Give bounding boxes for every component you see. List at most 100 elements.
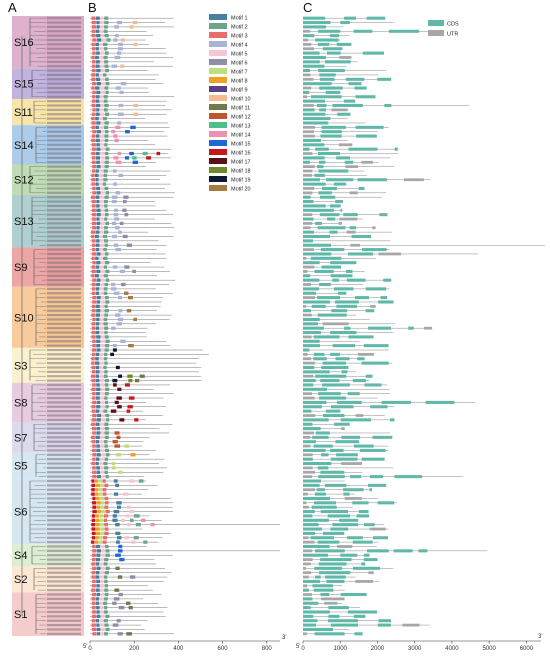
- cds-box: [344, 160, 354, 164]
- motif-box: [128, 479, 135, 483]
- motif-box: [92, 38, 97, 42]
- motif-legend-swatch: [209, 41, 227, 47]
- motif-box: [104, 378, 109, 383]
- cds-box: [333, 182, 346, 186]
- motif-box: [104, 392, 109, 396]
- motif-box: [103, 265, 107, 269]
- cds-box: [320, 195, 336, 199]
- motif-legend-swatch: [209, 23, 227, 29]
- motif-legend-label: Motif 17: [231, 159, 251, 165]
- cds-box: [303, 422, 313, 426]
- cds-box: [330, 457, 358, 461]
- motif-box: [92, 147, 96, 151]
- motif-box: [117, 47, 123, 51]
- motif-legend: Motif 1 Motif 2 Motif 3 Motif 4 Motif 5 Motif…: [209, 14, 251, 192]
- motif-box: [92, 453, 97, 457]
- gene-id-label: [47, 86, 81, 90]
- motif-box: [104, 457, 109, 461]
- gene-id-label: [47, 73, 81, 77]
- gene-id-label: [47, 82, 81, 85]
- motif-box: [101, 164, 105, 169]
- motif-legend-swatch: [209, 167, 227, 173]
- motif-box: [102, 116, 107, 121]
- gene-id-label: [47, 541, 81, 544]
- motif-box: [91, 304, 96, 309]
- gene-id-label: [47, 274, 81, 277]
- cds-box: [355, 95, 376, 99]
- motif-box: [99, 86, 104, 90]
- cds-box: [343, 213, 358, 217]
- motif-box: [92, 457, 96, 461]
- motif-box: [100, 400, 105, 405]
- gene-id-label: [47, 567, 81, 570]
- motif-box: [96, 186, 100, 191]
- gene-id-label: [47, 606, 81, 609]
- cds-box: [348, 335, 374, 339]
- motif-box: [118, 470, 123, 474]
- motif-box: [104, 20, 109, 25]
- cds-box: [327, 217, 336, 221]
- motif-box: [104, 252, 109, 256]
- motif-box: [118, 309, 123, 313]
- motif-box: [96, 282, 100, 287]
- cds-box: [303, 418, 329, 422]
- motif-legend-label: Motif 4: [231, 42, 248, 48]
- cds-box: [317, 226, 346, 230]
- motif-box: [96, 592, 101, 597]
- motif-box: [96, 252, 101, 256]
- cds-box: [316, 488, 325, 492]
- gene-legend-swatch: [428, 20, 444, 26]
- cds-box: [303, 531, 315, 535]
- motif-box: [92, 130, 97, 134]
- cds-box: [303, 82, 332, 86]
- id-band-s3: [46, 347, 84, 383]
- gene-id-label: [47, 213, 81, 216]
- cds-box: [303, 261, 320, 265]
- gene-id-label: [47, 182, 81, 186]
- utr-box: [303, 374, 314, 378]
- motif-box: [120, 38, 125, 42]
- motif-box: [96, 579, 101, 584]
- utr-box: [357, 352, 374, 356]
- cds-box: [303, 322, 318, 326]
- motif-box: [92, 108, 96, 112]
- motif-box: [95, 274, 99, 278]
- motif-box: [104, 523, 109, 527]
- motif-box: [126, 505, 131, 509]
- motif-box: [95, 518, 100, 522]
- motif-box: [96, 400, 101, 405]
- motif-box: [99, 108, 104, 112]
- motif-box: [92, 47, 96, 51]
- gene-id-label: [47, 440, 81, 443]
- cds-box: [303, 252, 332, 256]
- motif-legend-swatch: [209, 95, 227, 101]
- motif-box: [105, 549, 110, 553]
- motif-box: [103, 518, 108, 522]
- utr-box: [303, 296, 316, 300]
- motif-box: [92, 632, 97, 636]
- gene-id-label: [47, 370, 81, 373]
- motif-box: [100, 610, 104, 614]
- cds-box: [315, 221, 322, 225]
- motif-box: [99, 116, 103, 121]
- motif-box: [92, 261, 96, 265]
- cds-box: [335, 200, 343, 204]
- motif-box: [95, 440, 100, 444]
- motif-box: [95, 496, 100, 501]
- cds-box: [326, 178, 354, 182]
- motif-box: [104, 470, 108, 474]
- cds-box: [319, 108, 326, 112]
- gene-id-label: [47, 17, 81, 20]
- utr-box: [303, 357, 312, 361]
- motif-box: [91, 309, 96, 313]
- motif-box: [99, 322, 103, 326]
- gene-id-label: [47, 56, 81, 59]
- motif-box: [100, 614, 105, 619]
- motif-box: [104, 230, 109, 234]
- utr-box: [303, 86, 312, 90]
- motif-box: [115, 566, 120, 570]
- cds-box: [303, 195, 311, 199]
- gene-id-label: [47, 261, 81, 264]
- cds-box: [319, 282, 331, 287]
